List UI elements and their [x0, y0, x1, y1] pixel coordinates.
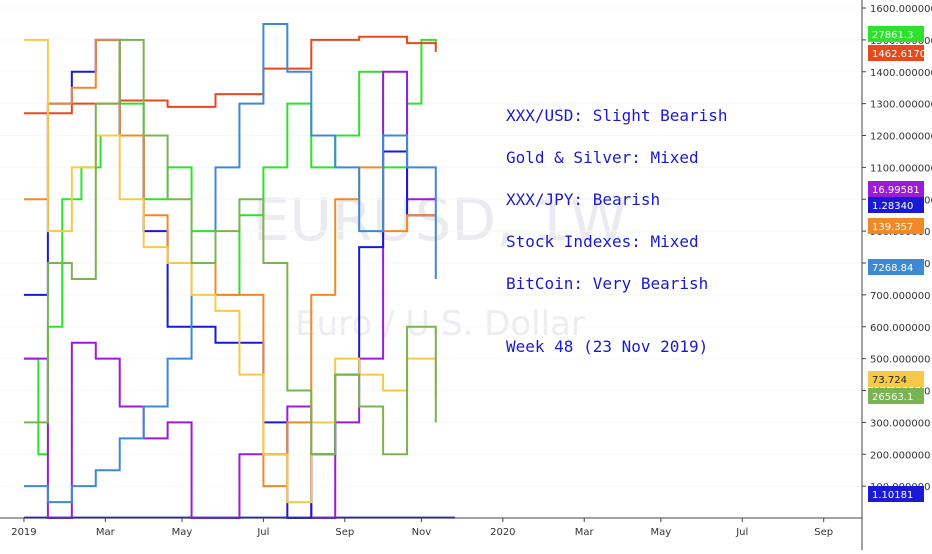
x-tick-label: Sep: [814, 527, 833, 538]
price-labels: 1.10181 27861.3 1462.61700 16.99581 1.28340 1…: [868, 26, 932, 502]
overlay-line-6: Week 48 (23 Nov 2019): [506, 337, 708, 356]
overlay-line-2: Gold & Silver: Mixed: [506, 148, 699, 167]
price-tag-text-red: 1462.61700: [872, 49, 932, 60]
price-tag-red: [868, 45, 924, 61]
price-tag-text-olive: 26563.1: [872, 392, 913, 403]
price-tag-purple: [868, 181, 924, 197]
overlay-line-3: XXX/JPY: Bearish: [506, 190, 660, 209]
price-tag-text-orange: 139.357: [872, 222, 913, 233]
x-tick-label: Nov: [412, 527, 432, 538]
x-tick-label: Mar: [96, 527, 116, 538]
watermark-name: Euro / U.S. Dollar: [295, 304, 585, 344]
series-line-red: [23, 35, 437, 115]
price-tag-text-navy: 1.28340: [872, 201, 913, 212]
y-tick-label: 500.000000: [870, 355, 930, 366]
x-tick-label: May: [651, 527, 672, 538]
price-tag-text-eurusd: 1.10181: [872, 490, 913, 501]
y-tick-label: 1600.000000: [870, 4, 932, 15]
x-tick-label: 2020: [490, 527, 515, 538]
price-tag-eurusd: [868, 486, 924, 502]
series-line-blue: [23, 22, 437, 504]
price-tag-yellow: [868, 371, 924, 387]
price-tag-navy: [868, 197, 924, 213]
y-tick-label: 700.000000: [870, 291, 930, 302]
series-layer: [23, 22, 455, 519]
x-tick-label: Jul: [256, 527, 269, 538]
price-tag-olive: [868, 388, 924, 404]
y-tick-label: 200.000000: [870, 450, 930, 461]
watermark-symbol: EURUSD, 1W: [253, 186, 627, 254]
overlay-text: XXX/USD: Slight Bearish Gold & Silver: Mi…: [506, 106, 728, 356]
y-tick-label: 300.000000: [870, 418, 930, 429]
price-tag-text-blue: 7268.84: [872, 263, 913, 274]
watermark: EURUSD, 1W Euro / U.S. Dollar: [253, 186, 627, 344]
overlay-line-5: BitCoin: Very Bearish: [506, 274, 708, 293]
x-tick-label: Jul: [735, 527, 748, 538]
y-tick-label: 600.000000: [870, 323, 930, 334]
y-tick-label: 1300.000000: [870, 100, 932, 111]
y-tick-label: 1400.000000: [870, 68, 932, 79]
series-line-yellow: [23, 38, 437, 504]
price-tag-orange: [868, 218, 924, 234]
x-tick-label: Mar: [575, 527, 595, 538]
price-tag-text-purple: 16.99581: [872, 185, 920, 196]
series-line-olive: [23, 38, 437, 456]
price-tag-green: [868, 26, 924, 42]
y-tick-label: 1200.000000: [870, 132, 932, 143]
x-tick-label: 2019: [11, 527, 36, 538]
price-tag-blue: [868, 259, 924, 275]
overlay-line-1: XXX/USD: Slight Bearish: [506, 106, 728, 125]
series-line-orange: [23, 38, 436, 488]
x-tick-label: Sep: [335, 527, 354, 538]
price-tag-text-green: 27861.3: [872, 30, 913, 41]
y-tick-label: 1100.000000: [870, 163, 932, 174]
price-tag-text-yellow: 73.724: [872, 375, 907, 386]
overlay-line-4: Stock Indexes: Mixed: [506, 232, 699, 251]
x-tick-label: May: [172, 527, 193, 538]
